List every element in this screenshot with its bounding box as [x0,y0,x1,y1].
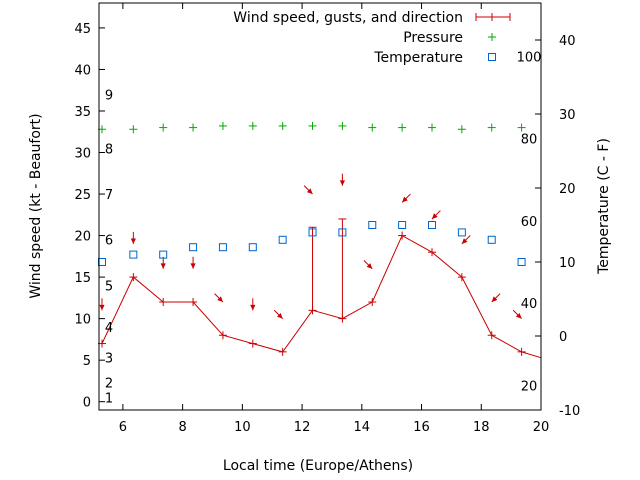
x-tick-label: 6 [119,420,127,435]
temperature-point [487,235,496,244]
x-tick-label: 12 [294,420,311,435]
temperature-point [427,221,436,229]
beaufort-label: 8 [105,142,113,157]
wind-direction-arrowhead [515,312,522,319]
x-tick-label: 8 [178,420,186,435]
fahrenheit-label: 40 [521,297,538,312]
temperature-point [129,250,138,259]
beaufort-label: 5 [105,279,113,294]
fahrenheit-label: 80 [521,133,538,148]
wind-direction-arrowhead [130,238,136,244]
wind-direction-arrowhead [366,263,373,269]
wind-direction-arrowhead [160,263,166,269]
beaufort-label: 9 [105,88,113,103]
legend: Wind speed, gusts, and direction Pressure… [233,10,511,66]
temperature-point [517,258,526,266]
wind-direction-arrowhead [277,312,283,319]
legend-label: Temperature [373,50,463,66]
wind-direction-arrowhead [217,296,223,303]
wind-direction-arrowhead [402,196,408,203]
y-axis-title: Wind speed (kt - Beaufort) [28,113,44,298]
beaufort-label: 6 [105,234,113,249]
y2-tick-label: 20 [559,182,576,197]
legend-swatch [488,53,496,61]
beaufort-label: 2 [105,377,113,392]
temperature-point [159,250,168,259]
y-tick-label: 25 [74,188,91,203]
wind-direction-arrowhead [306,188,313,195]
wind-direction-arrowhead [431,213,438,219]
y-tick-label: 20 [74,230,91,245]
y-tick-label: 10 [74,313,91,328]
beaufort-label: 4 [105,321,113,336]
beaufort-label: 3 [105,352,113,367]
y2-tick-label: 40 [559,34,576,49]
x-tick-label: 10 [234,420,251,435]
beaufort-label: 1 [105,392,113,407]
wind-direction-arrowhead [250,304,256,311]
x-tick-label: 16 [413,420,430,435]
y-tick-label: 30 [74,147,91,162]
temperature-point [218,243,227,252]
y2-tick-label: 30 [559,108,576,123]
y-tick-label: 5 [83,354,91,369]
wind-direction-arrowhead [190,263,196,269]
y-tick-label: 40 [74,63,91,78]
temperature-point [278,235,287,244]
temperature-point [308,228,317,237]
fahrenheit-label: 100 [517,50,542,65]
temperature-point [338,228,347,237]
wind-direction-arrowhead [461,238,468,244]
wind-direction-arrowhead [99,304,105,311]
x-axis-title: Local time (Europe/Athens) [223,458,413,474]
plot-frame [98,2,542,411]
plot-marks [97,121,542,359]
legend-label: Wind speed, gusts, and direction [233,10,463,26]
temperature-point [97,258,106,266]
y2-tick-label: -10 [559,404,580,419]
y2-axis-title: Temperature (C - F) [596,138,612,275]
wind-direction-arrowhead [339,180,346,186]
fahrenheit-label: 20 [521,379,538,394]
temperature-point [457,228,466,237]
legend-label: Pressure [403,30,463,46]
x-tick-label: 20 [533,420,550,435]
y-tick-label: 45 [74,22,91,37]
y2-tick-label: 10 [559,256,576,271]
y-tick-label: 15 [74,271,91,286]
beaufort-label: 7 [105,188,113,203]
wind-speed-line [101,234,542,359]
y2-tick-label: 0 [559,330,567,345]
fahrenheit-label: 60 [521,215,538,230]
y-tick-label: 0 [83,396,91,411]
temperature-point [248,243,257,252]
x-tick-label: 18 [473,420,490,435]
y-tick-label: 35 [74,105,91,120]
wind-direction-arrowhead [491,296,498,303]
temperature-point [398,221,407,229]
temperature-point [368,221,377,229]
x-tick-label: 14 [354,420,371,435]
temperature-point [189,243,198,252]
